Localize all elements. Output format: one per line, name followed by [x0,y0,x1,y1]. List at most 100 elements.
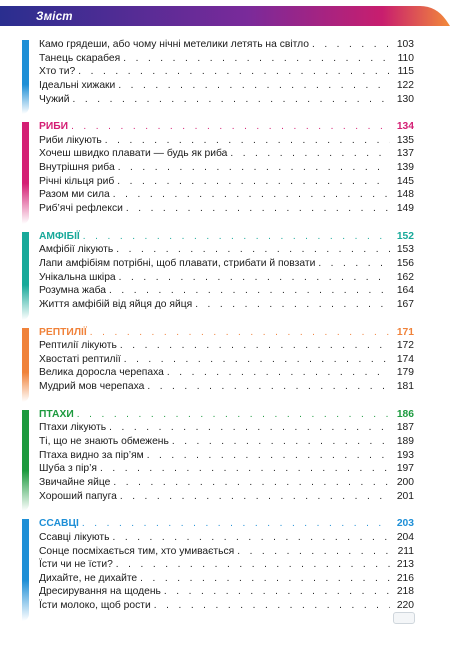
entry-title: Рептилії лікують [39,340,117,352]
entry-title: Чужий [39,93,70,105]
dot-leader [172,435,390,449]
entry-title: Унікальна шкіра [39,271,116,283]
toc-entry[interactable]: Їсти молоко, щоб рости 220 [39,599,414,613]
dot-leader [82,517,390,531]
toc-entry[interactable]: Хвостаті рептилії 174 [39,353,414,367]
toc-entry[interactable]: Шуба з пір’я 197 [39,462,414,476]
page-number: 197 [396,463,414,475]
page-number: 149 [396,203,414,215]
dot-leader [116,558,390,572]
toc-entry[interactable]: Камо грядеши, або чому нічні метелики ле… [39,38,414,52]
toc-entry[interactable]: Ідеальні хижаки 122 [39,79,414,93]
section-heading[interactable]: АМФІБІЇ 152 [39,230,414,244]
entry-title: Ссавці лікують [39,531,110,543]
entry-title: Птаха видно за пір’ям [39,449,144,461]
toc-entry[interactable]: Розумна жаба 164 [39,284,414,298]
dot-leader [90,326,390,340]
entry-title: РЕПТИЛІЇ [39,326,87,338]
section-ссавці: ССАВЦІ 203 Ссавці лікують 204 Сонце посміхає… [22,517,414,621]
toc-entry[interactable]: Дресирування на щодень 218 [39,585,414,599]
entry-title: Камо грядеши, або чому нічні метелики ле… [39,39,309,50]
dot-leader [318,257,390,271]
page-number: 186 [396,408,414,420]
toc-entry[interactable]: Танець скарабея 110 [39,52,414,66]
dot-leader [78,65,390,79]
toc-entry[interactable]: Унікальна шкіра 162 [39,271,414,285]
toc-entry[interactable]: Хочеш швидко плавати — будь як риба 137 [39,147,414,161]
toc-entry[interactable]: Звичайне яйце 200 [39,476,414,490]
section-риби: РИБИ134Риби лікують135Хочеш швидко плава… [22,120,414,224]
toc-entry[interactable]: Амфібії лікують 153 [39,243,414,257]
page-number: 103 [396,39,414,50]
page-number: 201 [396,490,414,502]
page-number: 153 [396,244,414,256]
entry-title: Ідеальні хижаки [39,79,116,91]
toc-entry[interactable]: Чужий 130 [39,93,414,107]
toc-entry[interactable]: Риби лікують 135 [39,134,414,148]
toc-entry[interactable]: Внутрішня риба 139 [39,161,414,175]
entry-title: Риб’ячі рефлекси [39,203,123,215]
entry-title: Їсти чи не їсти? [39,559,113,571]
entry-title: ССАВЦІ [39,518,79,530]
entry-title: АМФІБІЇ [39,230,80,242]
entry-title: Амфібії лікують [39,244,114,256]
entry-title: Хочеш швидко плавати — будь як риба [39,148,228,160]
toc-entry[interactable]: Птаха видно за пір’ям 193 [39,449,414,463]
page-number-tab [393,612,415,624]
toc-entry[interactable]: Птахи лікують 187 [39,421,414,435]
toc-entry[interactable]: Дихайте, не дихайте 216 [39,572,414,586]
entry-title: ПТАХИ [39,408,74,420]
toc-entry[interactable]: Велика доросла черепаха 179 [39,366,414,380]
dot-leader [116,243,390,257]
dot-leader [83,230,390,244]
toc-entry[interactable]: Рептилії лікують 172 [39,339,414,353]
toc-entry[interactable]: Хто ти? 115 [39,65,414,79]
toc-entry[interactable]: Їсти чи не їсти? 213 [39,558,414,572]
dot-leader [123,52,390,66]
section-heading[interactable]: РИБИ 134 [39,120,414,134]
page-number: 164 [396,285,414,297]
page-number: 115 [397,66,414,78]
intro-section: Камо грядеши, або чому нічні метелики ле… [22,38,414,115]
toc-entry[interactable]: Життя амфібій від яйця до яйця 167 [39,298,414,312]
toc-entry[interactable]: Мудрий мов черепаха 181 [39,380,414,394]
entry-title: Хвостаті рептилії [39,353,121,365]
dot-leader [230,147,390,161]
dot-leader [237,545,390,559]
entry-title: Звичайне яйце [39,476,111,488]
toc-entry[interactable]: Хороший папуга 201 [39,490,414,504]
toc-entry[interactable]: Разом ми сила 148 [39,188,414,202]
entry-title: Дресирування на щодень [39,586,161,598]
header-banner: Зміст [0,0,452,30]
dot-leader [77,408,390,422]
page-number: 204 [396,531,414,543]
page-number: 135 [396,134,414,146]
toc-entry[interactable]: Риб’ячі рефлекси 149 [39,202,414,216]
page-number: 220 [396,600,414,612]
dot-leader [126,202,390,216]
page-number: 213 [396,559,414,571]
toc-entry[interactable]: Сонце посміхається тим, хто умивається 21… [39,545,414,559]
entry-title: Велика доросла черепаха [39,367,164,379]
entry-title: Життя амфібій від яйця до яйця [39,298,193,310]
page-number: 156 [396,257,414,269]
page-number: 139 [396,162,414,174]
dot-leader [117,175,390,189]
dot-leader [147,449,390,463]
toc-entry[interactable]: Річні кільця риб 145 [39,175,414,189]
dot-leader [112,531,390,545]
page-number: 211 [397,545,414,557]
page-number: 193 [396,449,414,461]
section-heading[interactable]: ССАВЦІ 203 [39,517,414,531]
toc-entry[interactable]: Ссавці лікують 204 [39,531,414,545]
section-color-bar [22,409,29,512]
page-number: 162 [396,271,414,283]
section-heading[interactable]: РЕПТИЛІЇ 171 [39,326,414,340]
entry-title: Хороший папуга [39,490,117,502]
dot-leader [147,380,390,394]
toc-entry[interactable]: Лапи амфібіям потрібні, щоб плавати, стр… [39,257,414,271]
dot-leader [120,490,390,504]
toc-entry[interactable]: Ті, що не знають обмежень 189 [39,435,414,449]
section-heading[interactable]: ПТАХИ 186 [39,408,414,422]
